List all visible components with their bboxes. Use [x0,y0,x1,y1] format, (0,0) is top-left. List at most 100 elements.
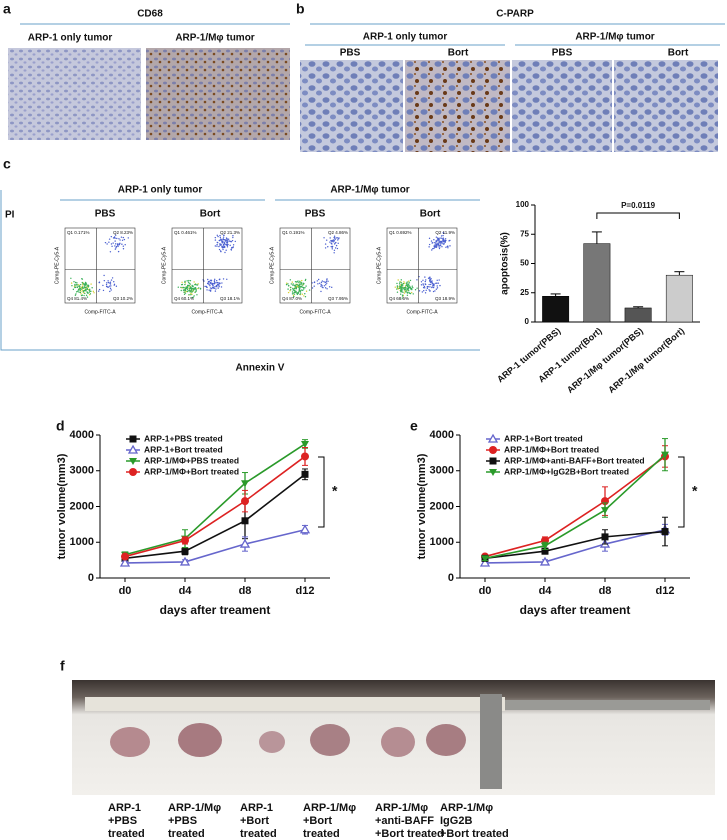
flow-dot [220,243,222,246]
flow-dot [226,278,228,281]
y-tick-label: 4000 [70,429,94,441]
flow-dot [289,290,291,292]
flow-dot [86,296,89,298]
flow-dot [113,236,116,238]
bar [665,274,693,323]
flow-dot [428,283,430,286]
flow-dot [294,290,296,292]
flow-dot [73,281,75,283]
quadrant-label: Q3 10.2% [113,296,133,301]
flow-dot [84,292,86,295]
flow-dot [225,249,227,251]
flow-dot [292,294,295,297]
flow-dot [292,292,294,294]
flow-dot [224,251,226,254]
flow-dot [74,284,76,287]
x-tick-label: d8 [599,585,612,597]
flow-dot [337,239,339,241]
flow-dot [190,294,192,296]
flow-dot [423,285,426,288]
flow-dot [432,290,435,293]
flow-dot [89,293,92,295]
flow-dot [116,237,118,240]
flow-dot [323,237,325,239]
flow-dot [217,235,219,238]
flow-dot [108,238,111,240]
flow-dot [196,284,199,286]
flow-plot [171,227,243,304]
tumor [381,727,415,757]
flow-dot [408,281,410,284]
flow-dot [221,282,223,284]
y-tick-label: 1000 [70,536,94,548]
flow-dot [308,289,311,291]
flow-dot [74,286,76,289]
flow-dot [88,294,91,296]
y-axis-label: tumor volume(mm3) [416,453,428,559]
flow-dot [119,242,121,245]
flow-dot [110,279,113,281]
flow-dot [326,279,328,281]
flow-dot [219,282,221,285]
flow-dot [439,244,441,247]
flow-dot [436,279,438,282]
flow-dot [109,287,112,290]
line [484,530,666,560]
flow-dot [78,285,81,287]
flow-dot [404,282,406,284]
quadrant-label: Q1 0.692% [389,230,412,235]
marker [301,470,309,478]
flow-dot [87,284,89,286]
flow-dot [424,283,426,285]
flow-dot [422,279,424,281]
sample-label: +Bort treated [440,828,509,840]
marker [119,557,131,567]
flow-dot [311,287,314,289]
group-label: ARP-1/Mφ tumor [575,32,654,43]
flow-dot [295,291,297,294]
flow-dot [181,283,184,286]
flow-dot [430,278,432,280]
column-label: Bort [420,209,441,220]
flow-dot [324,281,326,284]
quadrant-label: Q1 0.461% [174,230,197,235]
flow-dot [187,285,189,287]
flow-dot [304,293,306,295]
flow-dot [444,239,447,242]
flow-dot [329,241,331,243]
flow-dot [439,284,441,287]
column-label: PBS [305,209,326,220]
flow-dot [424,292,427,294]
flow-dot [426,287,429,290]
flow-dot [216,234,218,237]
flow-dot [424,280,426,283]
flow-dot [420,284,423,286]
flow-dot [335,244,338,247]
flow-dot [439,240,442,243]
x-tick-label: d4 [539,585,553,597]
flow-dot [449,245,451,247]
flow-dot [120,236,123,238]
flow-dot [326,282,328,284]
legend-label: ARP-1+Bort treated [504,433,583,443]
flow-dot [90,290,92,293]
flow-dot [82,285,84,287]
marker [601,507,609,515]
flow-dot [210,281,212,284]
flow-dot [443,240,446,242]
flow-dot [447,245,449,248]
flow-dot [402,282,405,285]
flow-dot [442,234,444,237]
line [124,455,306,558]
flow-dot [221,240,224,243]
flow-dot [399,281,401,283]
flow-dot [74,294,77,296]
flow-dot [108,241,110,243]
flow-dot [193,281,195,283]
flow-dot [293,284,295,287]
flow-dot [293,295,295,298]
flow-dot [223,234,225,236]
flow-dot [398,283,401,285]
flow-dot [438,247,441,250]
flow-dot [408,290,410,292]
